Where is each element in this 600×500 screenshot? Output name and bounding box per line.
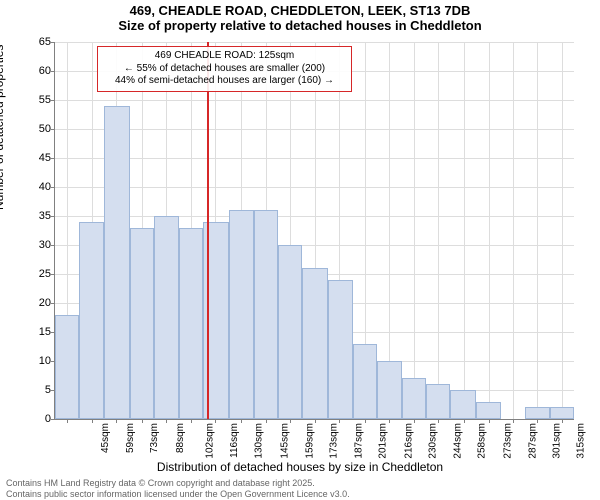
histogram-bar bbox=[450, 390, 476, 419]
ytick-mark bbox=[51, 42, 55, 43]
ytick-mark bbox=[51, 158, 55, 159]
title-line1: 469, CHEADLE ROAD, CHEDDLETON, LEEK, ST1… bbox=[0, 3, 600, 18]
ytick-label: 65 bbox=[21, 36, 51, 48]
ytick-mark bbox=[51, 274, 55, 275]
xtick-mark bbox=[92, 419, 93, 423]
ytick-label: 20 bbox=[21, 297, 51, 309]
xtick-label: 173sqm bbox=[329, 423, 340, 459]
xtick-label: 258sqm bbox=[477, 423, 488, 459]
histogram-bar bbox=[402, 378, 426, 419]
ytick-label: 45 bbox=[21, 152, 51, 164]
marker-line bbox=[207, 42, 209, 419]
ytick-label: 0 bbox=[21, 413, 51, 425]
ytick-mark bbox=[51, 419, 55, 420]
attribution-footer: Contains HM Land Registry data © Crown c… bbox=[6, 478, 350, 499]
xtick-label: 159sqm bbox=[304, 423, 315, 459]
ytick-mark bbox=[51, 187, 55, 188]
xtick-mark bbox=[389, 419, 390, 423]
xtick-label: 287sqm bbox=[527, 423, 538, 459]
info-box: 469 CHEADLE ROAD: 125sqm← 55% of detache… bbox=[97, 46, 352, 92]
ytick-label: 40 bbox=[21, 181, 51, 193]
xtick-mark bbox=[489, 419, 490, 423]
histogram-bar bbox=[278, 245, 302, 419]
histogram-bar bbox=[104, 106, 130, 419]
xtick-label: 216sqm bbox=[404, 423, 415, 459]
footer-line2: Contains public sector information licen… bbox=[6, 489, 350, 499]
ytick-label: 35 bbox=[21, 210, 51, 222]
ytick-mark bbox=[51, 245, 55, 246]
ytick-label: 5 bbox=[21, 384, 51, 396]
gridline-v bbox=[464, 42, 465, 419]
histogram-bar bbox=[550, 407, 574, 419]
xtick-mark bbox=[266, 419, 267, 423]
xtick-mark bbox=[191, 419, 192, 423]
histogram-bar bbox=[476, 402, 500, 419]
histogram-bar bbox=[79, 222, 103, 419]
xtick-label: 45sqm bbox=[100, 423, 111, 453]
histogram-bar bbox=[229, 210, 253, 419]
xtick-mark bbox=[464, 419, 465, 423]
ytick-mark bbox=[51, 216, 55, 217]
chart-title: 469, CHEADLE ROAD, CHEDDLETON, LEEK, ST1… bbox=[0, 3, 600, 33]
xtick-label: 273sqm bbox=[503, 423, 514, 459]
xtick-label: 301sqm bbox=[552, 423, 563, 459]
xtick-label: 244sqm bbox=[452, 423, 463, 459]
xtick-mark bbox=[67, 419, 68, 423]
histogram-bar bbox=[328, 280, 352, 419]
histogram-bar bbox=[302, 268, 328, 419]
histogram-bar bbox=[377, 361, 401, 419]
ytick-label: 15 bbox=[21, 326, 51, 338]
gridline-v bbox=[562, 42, 563, 419]
histogram-bar bbox=[525, 407, 549, 419]
info-box-line3: 44% of semi-detached houses are larger (… bbox=[103, 75, 346, 88]
histogram-bar bbox=[130, 228, 154, 419]
xtick-label: 116sqm bbox=[229, 423, 240, 458]
footer-line1: Contains HM Land Registry data © Crown c… bbox=[6, 478, 350, 488]
gridline-v bbox=[438, 42, 439, 419]
ytick-mark bbox=[51, 303, 55, 304]
histogram-bar bbox=[254, 210, 278, 419]
histogram-bar bbox=[426, 384, 450, 419]
histogram-bar bbox=[55, 315, 79, 419]
y-axis-label: Number of detached properties bbox=[0, 45, 6, 210]
ytick-label: 60 bbox=[21, 65, 51, 77]
ytick-mark bbox=[51, 129, 55, 130]
plot-area: 469 CHEADLE ROAD: 125sqm← 55% of detache… bbox=[54, 42, 574, 420]
xtick-label: 73sqm bbox=[149, 423, 160, 453]
chart-container: 469, CHEADLE ROAD, CHEDDLETON, LEEK, ST1… bbox=[0, 0, 600, 500]
ytick-label: 55 bbox=[21, 94, 51, 106]
ytick-label: 50 bbox=[21, 123, 51, 135]
title-line2: Size of property relative to detached ho… bbox=[0, 18, 600, 33]
ytick-label: 10 bbox=[21, 355, 51, 367]
xtick-mark bbox=[142, 419, 143, 423]
xtick-mark bbox=[365, 419, 366, 423]
xtick-label: 130sqm bbox=[254, 423, 265, 459]
xtick-mark bbox=[116, 419, 117, 423]
xtick-label: 187sqm bbox=[353, 423, 364, 459]
xtick-mark bbox=[166, 419, 167, 423]
ytick-mark bbox=[51, 71, 55, 72]
gridline-v bbox=[414, 42, 415, 419]
gridline-v bbox=[537, 42, 538, 419]
ytick-label: 30 bbox=[21, 239, 51, 251]
histogram-bar bbox=[353, 344, 377, 419]
xtick-label: 145sqm bbox=[280, 423, 291, 459]
histogram-bar bbox=[154, 216, 178, 419]
xtick-mark bbox=[241, 419, 242, 423]
histogram-bar bbox=[179, 228, 203, 419]
xtick-label: 201sqm bbox=[377, 423, 388, 459]
gridline-v bbox=[513, 42, 514, 419]
gridline-v bbox=[489, 42, 490, 419]
xtick-label: 230sqm bbox=[428, 423, 439, 459]
ytick-mark bbox=[51, 100, 55, 101]
xtick-label: 315sqm bbox=[576, 423, 587, 459]
xtick-label: 102sqm bbox=[205, 423, 216, 459]
x-axis-label: Distribution of detached houses by size … bbox=[0, 460, 600, 474]
info-box-line2: ← 55% of detached houses are smaller (20… bbox=[103, 63, 346, 76]
xtick-label: 88sqm bbox=[175, 423, 186, 453]
xtick-label: 59sqm bbox=[125, 423, 136, 453]
info-box-line1: 469 CHEADLE ROAD: 125sqm bbox=[103, 50, 346, 63]
ytick-label: 25 bbox=[21, 268, 51, 280]
